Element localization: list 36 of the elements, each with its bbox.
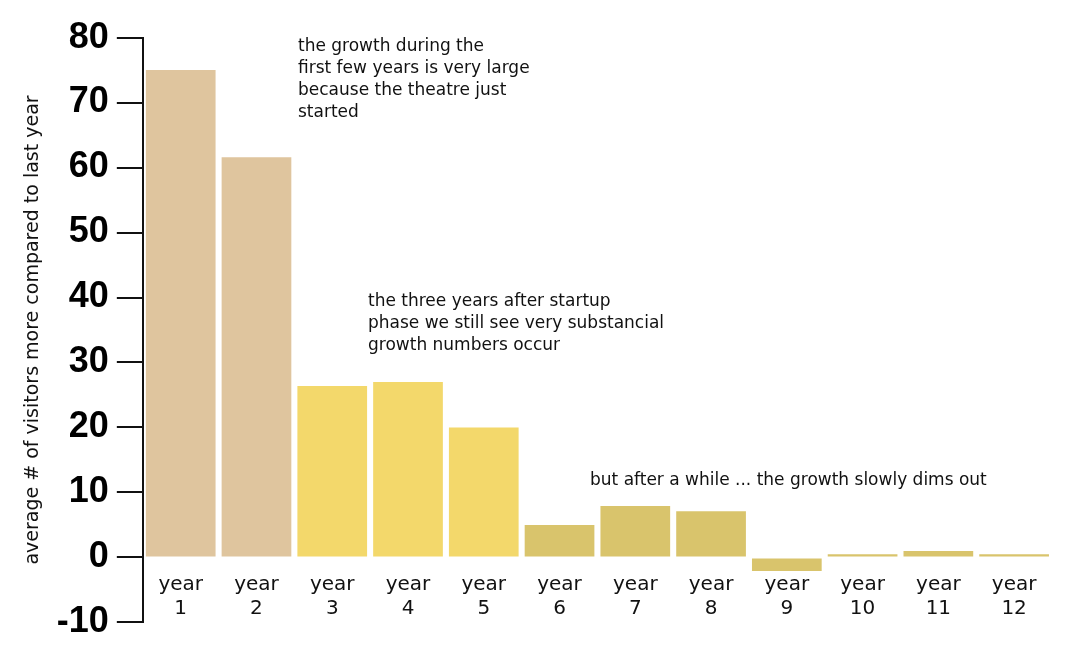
x-tick-label: year 3 bbox=[309, 570, 356, 619]
bar bbox=[448, 427, 519, 557]
y-tick-label: 20 bbox=[68, 404, 109, 446]
x-tick-label: year 5 bbox=[461, 570, 507, 619]
y-tick-label: 30 bbox=[68, 339, 109, 381]
bar bbox=[903, 550, 974, 557]
bar bbox=[221, 157, 292, 557]
x-tick-label: year 11 bbox=[916, 570, 962, 619]
x-tick-label: year 4 bbox=[385, 570, 432, 619]
bar bbox=[145, 70, 216, 557]
x-tick-label: year 1 bbox=[158, 570, 204, 619]
x-tick-label: year 6 bbox=[537, 570, 583, 619]
y-tick-label: 50 bbox=[68, 209, 109, 251]
annotation: but after a while ... the growth slowly dims out bbox=[590, 468, 988, 489]
bar bbox=[600, 506, 671, 557]
bar bbox=[751, 558, 822, 572]
annotation: the growth during the first few years is very large because the theatre just started bbox=[298, 34, 530, 121]
bar bbox=[524, 524, 595, 557]
y-tick-label: 40 bbox=[68, 274, 109, 316]
y-tick-label: 70 bbox=[68, 79, 109, 121]
annotation: the three years after startup phase we still see very substancial growth numbers occur bbox=[368, 289, 665, 354]
y-tick-label: 80 bbox=[68, 14, 109, 56]
y-tick-label: 10 bbox=[68, 469, 109, 511]
bar bbox=[373, 381, 443, 557]
y-axis-title: average # of visitors more compared to last year bbox=[20, 95, 43, 565]
x-tick-label: year 8 bbox=[688, 570, 735, 619]
x-tick-label: year 2 bbox=[234, 570, 280, 619]
x-tick-label: year 12 bbox=[991, 570, 1038, 619]
y-tick-label: 0 bbox=[88, 534, 109, 576]
x-tick-label: year 7 bbox=[612, 570, 659, 619]
y-tick-label: 60 bbox=[68, 144, 109, 186]
bar bbox=[297, 385, 368, 557]
y-tick-label: -10 bbox=[56, 599, 109, 641]
x-tick-label: year 9 bbox=[764, 570, 810, 619]
bar bbox=[676, 511, 746, 557]
x-tick-label: year 10 bbox=[840, 570, 886, 619]
